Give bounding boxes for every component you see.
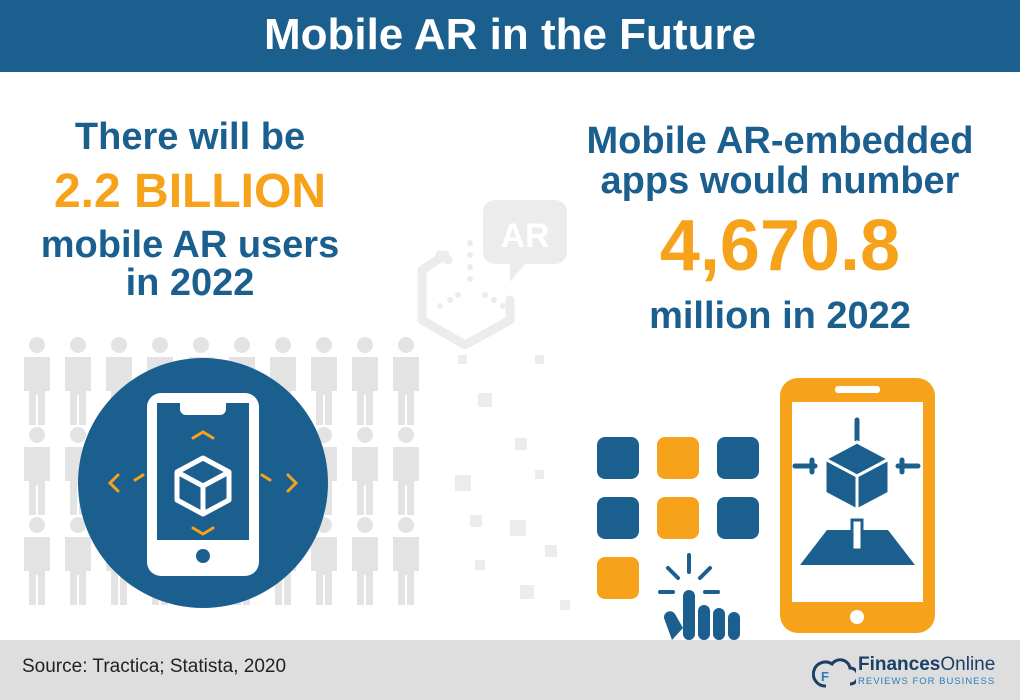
person-icon xyxy=(65,517,91,605)
footer: Source: Tractica; Statista, 2020 F Finan… xyxy=(0,640,1020,700)
app-icons-grid xyxy=(597,437,759,599)
person-icon xyxy=(352,337,378,425)
left-line-3: mobile AR users xyxy=(40,224,340,266)
phone-3d-cube-icon xyxy=(780,378,935,633)
person-icon xyxy=(24,427,50,515)
hand-tap-icon xyxy=(658,553,740,640)
right-line-4: million in 2022 xyxy=(649,295,911,337)
left-line-1: There will be xyxy=(74,116,306,158)
left-highlight-stat: 2.2 BILLION xyxy=(53,165,327,218)
source-text: Source: Tractica; Statista, 2020 xyxy=(22,656,287,677)
svg-text:F: F xyxy=(821,669,829,684)
right-line-2: apps would number xyxy=(600,160,960,202)
logo-tagline: REVIEWS FOR BUSINESS xyxy=(858,676,996,687)
person-icon xyxy=(311,337,337,425)
cloud-logo-icon: F xyxy=(812,658,856,688)
right-line-1: Mobile AR-embedded xyxy=(586,120,974,162)
person-icon xyxy=(65,337,91,425)
ar-cube-icon xyxy=(417,250,515,350)
pixel-squares-decoration xyxy=(455,355,570,610)
left-line-4: in 2022 xyxy=(125,262,255,304)
title-banner: Mobile AR in the Future xyxy=(0,0,1020,72)
person-icon xyxy=(393,427,419,515)
ar-speech-bubble-icon xyxy=(483,200,567,282)
right-highlight-stat: 4,670.8 xyxy=(659,206,901,286)
person-icon xyxy=(24,517,50,605)
financesonline-logo: F FinancesOnline REVIEWS FOR BUSINESS xyxy=(812,652,1012,692)
person-icon xyxy=(352,427,378,515)
ar-label: AR xyxy=(500,217,549,255)
person-icon xyxy=(24,337,50,425)
logo-name-regular: Online xyxy=(940,654,996,675)
page-title: Mobile AR in the Future xyxy=(263,10,757,59)
person-icon xyxy=(352,517,378,605)
person-icon xyxy=(393,517,419,605)
logo-name-bold: Finances xyxy=(858,654,941,675)
ar-dots-decoration xyxy=(437,240,506,309)
person-icon xyxy=(393,337,419,425)
phone-ar-icon xyxy=(107,393,299,576)
